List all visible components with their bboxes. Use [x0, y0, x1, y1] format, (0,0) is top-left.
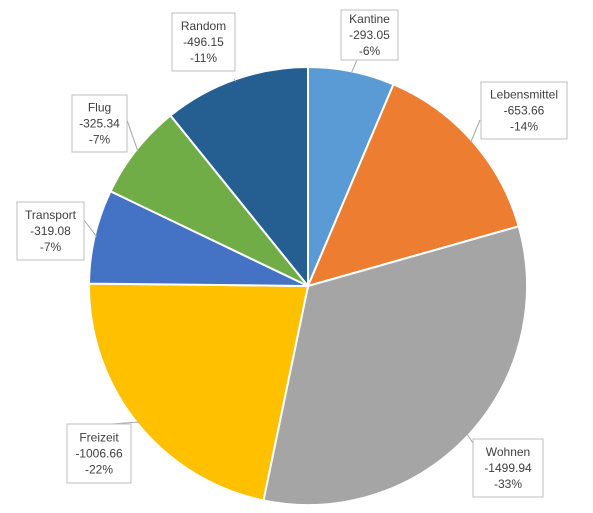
data-label-category: Transport: [25, 208, 77, 222]
data-label-value: -293.05: [349, 28, 390, 42]
data-label-percent: -6%: [359, 44, 381, 58]
data-label-value: -653.66: [504, 104, 545, 118]
data-label-random: Random -496.15 -11%: [171, 12, 236, 72]
data-label-transport: Transport -319.08 -7%: [16, 201, 85, 261]
data-label-percent: -22%: [85, 463, 113, 477]
data-label-category: Kantine: [349, 12, 390, 26]
data-label-category: Freizeit: [79, 431, 119, 445]
data-label-flug: Flug -325.34 -7%: [71, 94, 128, 153]
data-label-box: [472, 438, 544, 498]
data-label-freizeit: Freizeit -1006.66 -22%: [66, 423, 132, 484]
data-label-kantine: Kantine -293.05 -6%: [340, 9, 399, 61]
leader-line-random: [233, 78, 237, 82]
pie-slice-lebensmittel: [306, 83, 520, 288]
data-label-lebensmittel: Lebensmittel -653.66 -14%: [480, 81, 568, 140]
data-label-percent: -14%: [510, 120, 538, 134]
data-label-box: [171, 12, 236, 72]
data-label-box: [16, 201, 85, 261]
data-label-value: -496.15: [183, 35, 224, 49]
data-label-category: Lebensmittel: [490, 88, 558, 102]
data-label-percent: -11%: [190, 51, 217, 65]
data-label-box: [66, 423, 132, 484]
leader-line-kantine: [350, 59, 358, 74]
leader-line-flug: [126, 119, 139, 152]
data-label-percent: -7%: [89, 133, 111, 147]
leader-line-transport: [83, 219, 98, 238]
data-label-box: [340, 9, 399, 61]
data-label-wohnen: Wohnen -1499.94 -33%: [472, 438, 544, 498]
leader-line-wohnen: [466, 433, 474, 444]
data-label-category: Wohnen: [486, 445, 530, 459]
data-label-category: Flug: [88, 101, 111, 115]
data-label-percent: -33%: [494, 477, 522, 491]
slices-layer: [87, 65, 528, 506]
data-label-value: -1006.66: [75, 447, 123, 461]
pie-slice-freizeit: [88, 282, 310, 502]
pie-slice-random: [169, 65, 309, 289]
data-label-percent: -7%: [40, 240, 62, 254]
data-label-value: -319.08: [30, 224, 71, 238]
data-label-value: -1499.94: [484, 461, 532, 475]
data-label-category: Random: [181, 19, 226, 33]
data-labels-layer: Kantine -293.05 -6% Lebensmittel -653.66 -14%…: [16, 9, 568, 498]
data-label-value: -325.34: [79, 117, 120, 131]
data-label-box: [71, 94, 128, 153]
data-label-box: [480, 81, 568, 140]
leader-line-lebensmittel: [470, 119, 481, 143]
